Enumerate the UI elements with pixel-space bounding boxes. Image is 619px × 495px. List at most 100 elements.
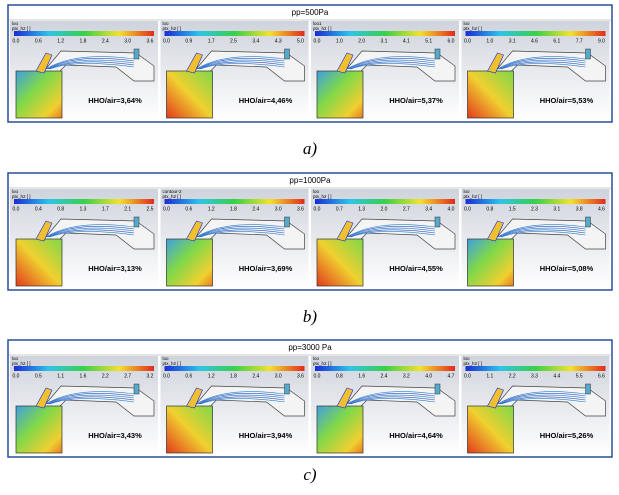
colorbar-tick: 1.8: [80, 38, 87, 44]
colorbar-tick: 3.6: [147, 38, 154, 44]
mixture-label: HHO/air=3,64%: [88, 96, 142, 105]
simulation-image: looptx_h2 [ ]0.00.81.52.33.13.84.6HHO/ai…: [462, 189, 610, 288]
mixture-label: HHO/air=4,64%: [389, 431, 443, 440]
colorbar-tick: 4.0: [425, 373, 432, 379]
colorbar-tick: 1.6: [80, 373, 87, 379]
colorbar-tick: 5.0: [297, 38, 304, 44]
colorbar-tick: 2.4: [252, 206, 259, 212]
injector: [134, 49, 139, 59]
colorbar-tick: 0.0: [314, 373, 321, 379]
colorbar-tick: 1.6: [358, 373, 365, 379]
colorbar-tick: 1.7: [208, 38, 215, 44]
colorbar-tick: 2.1: [124, 206, 131, 212]
panel-title: pp=500Pa: [292, 8, 329, 17]
cylinder: [317, 406, 363, 453]
colorbar-tick: 0.0: [163, 38, 170, 44]
variable-label: ptx_h2 [ ]: [464, 194, 483, 199]
cylinder: [468, 239, 514, 286]
colorbar-tick: 2.4: [252, 373, 259, 379]
panel-caption: a): [303, 139, 318, 158]
colorbar-tick: 2.5: [230, 38, 237, 44]
colorbar-tick: 0.0: [163, 206, 170, 212]
colorbar: [14, 199, 154, 204]
colorbar-tick: 0.0: [163, 373, 170, 379]
cylinder: [167, 239, 213, 286]
colorbar-tick: 7.7: [576, 38, 583, 44]
mixture-label: HHO/air=4,55%: [389, 264, 443, 273]
colorbar-tick: 3.0: [124, 38, 131, 44]
colorbar-tick: 4.3: [275, 38, 282, 44]
colorbar-tick: 0.6: [35, 38, 42, 44]
variable-label: ptx_h2 [ ]: [163, 194, 182, 199]
colorbar-tick: 2.0: [358, 38, 365, 44]
variable-label: ptx_h2 [ ]: [163, 361, 182, 366]
colorbar-tick: 0.0: [314, 206, 321, 212]
colorbar-tick: 3.2: [403, 373, 410, 379]
colorbar-tick: 3.0: [275, 373, 282, 379]
mixture-label: HHO/air=3,69%: [239, 264, 293, 273]
cylinder: [167, 71, 213, 118]
colorbar-tick: 1.3: [80, 206, 87, 212]
colorbar-tick: 2.5: [147, 206, 154, 212]
variable-label: ptx_h2 [ ]: [464, 361, 483, 366]
simulation-image: looptx_h2 [ ]0.00.71.32.02.73.44.0HHO/ai…: [311, 189, 459, 288]
colorbar: [466, 31, 606, 36]
cylinder: [317, 71, 363, 118]
page: pp=500Paa)looptx_h2 [ ]0.00.61.21.82.43.…: [0, 0, 619, 495]
colorbar-tick: 4.0: [448, 206, 455, 212]
variable-label: ptx_h2 [ ]: [313, 194, 332, 199]
cylinder: [16, 71, 62, 118]
injector: [586, 49, 591, 59]
variable-label: ptx_h2 [ ]: [464, 26, 483, 31]
variable-label: ptx_h2 [ ]: [163, 26, 182, 31]
colorbar-tick: 0.0: [464, 373, 471, 379]
colorbar: [466, 199, 606, 204]
injector: [285, 384, 290, 394]
colorbar-tick: 2.4: [381, 373, 388, 379]
colorbar-tick: 0.7: [336, 206, 343, 212]
colorbar-tick: 1.2: [208, 206, 215, 212]
colorbar-tick: 0.6: [185, 206, 192, 212]
colorbar-tick: 4.6: [598, 206, 605, 212]
colorbar-tick: 0.8: [336, 373, 343, 379]
colorbar-tick: 3.2: [147, 373, 154, 379]
colorbar: [14, 366, 154, 371]
colorbar: [315, 199, 455, 204]
colorbar-tick: 2.7: [124, 373, 131, 379]
cylinder: [167, 406, 213, 453]
panel-caption: b): [303, 307, 318, 326]
colorbar-tick: 1.0: [336, 38, 343, 44]
colorbar-tick: 0.0: [464, 206, 471, 212]
injector: [134, 217, 139, 227]
colorbar-tick: 3.0: [275, 206, 282, 212]
variable-label: ptx_h2 [ ]: [313, 361, 332, 366]
colorbar-tick: 2.7: [403, 206, 410, 212]
colorbar-tick: 3.6: [297, 206, 304, 212]
colorbar-tick: 3.1: [509, 38, 516, 44]
colorbar: [165, 366, 305, 371]
colorbar-tick: 6.6: [598, 373, 605, 379]
colorbar-tick: 3.8: [576, 206, 583, 212]
variable-label: ptx_h2 [ ]: [313, 26, 332, 31]
colorbar-tick: 1.8: [230, 373, 237, 379]
colorbar-tick: 1.2: [208, 373, 215, 379]
mixture-label: HHO/air=3,43%: [88, 431, 142, 440]
colorbar: [315, 31, 455, 36]
colorbar-tick: 6.0: [448, 38, 455, 44]
colorbar-tick: 9.0: [598, 38, 605, 44]
colorbar-tick: 1.1: [486, 373, 493, 379]
colorbar-tick: 0.5: [35, 373, 42, 379]
colorbar-tick: 2.2: [102, 373, 109, 379]
colorbar-tick: 3.1: [381, 38, 388, 44]
colorbar-tick: 2.2: [509, 373, 516, 379]
cylinder: [468, 71, 514, 118]
colorbar-tick: 0.9: [185, 38, 192, 44]
colorbar-tick: 0.0: [464, 38, 471, 44]
mixture-label: HHO/air=5,37%: [389, 96, 443, 105]
mixture-label: HHO/air=5,08%: [540, 264, 594, 273]
